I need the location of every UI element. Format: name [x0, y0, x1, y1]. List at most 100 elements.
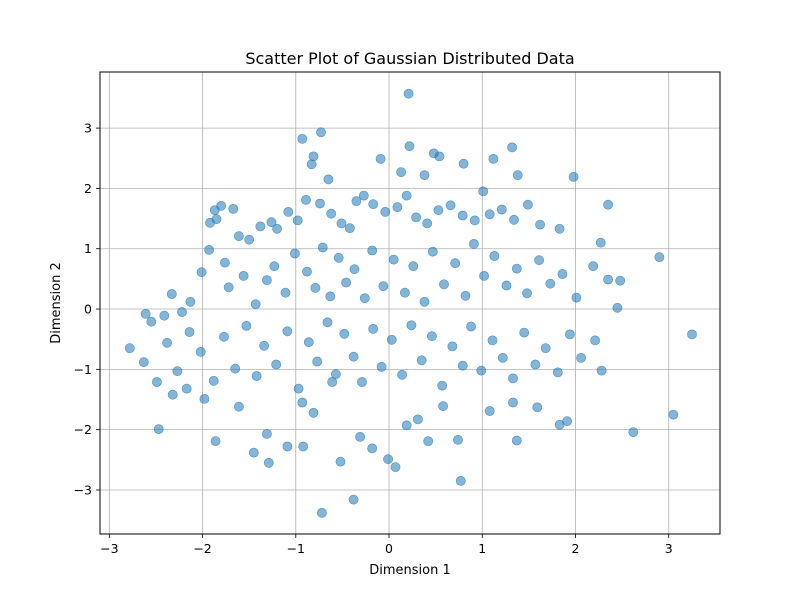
scatter-point [138, 357, 149, 367]
scatter-point [255, 221, 266, 232]
scatter-point [348, 494, 359, 505]
scatter-point [484, 406, 495, 416]
scatter-point [460, 290, 471, 301]
scatter-point [412, 414, 423, 425]
scatter-point [195, 346, 206, 357]
scatter-point [181, 383, 192, 394]
scatter-point [358, 190, 369, 201]
scatter-point [196, 267, 207, 278]
scatter-point [333, 252, 344, 263]
scatter-point [367, 245, 378, 256]
scatter-point [532, 402, 543, 413]
scatter-point [469, 215, 480, 226]
scatter-point [368, 199, 379, 209]
scatter-point [565, 329, 575, 340]
scatter-point [540, 343, 551, 354]
x-tick-label: 3 [665, 541, 673, 556]
scatter-point [422, 218, 433, 229]
scatter-point [668, 409, 679, 420]
scatter-point [392, 202, 403, 212]
scatter-point [388, 254, 399, 265]
scatter-point [512, 170, 523, 180]
scatter-point [261, 428, 272, 439]
scatter-point [167, 389, 178, 400]
scatter-point [376, 361, 387, 372]
scatter-point [327, 377, 338, 387]
scatter-point [434, 151, 445, 162]
scatter-point [511, 263, 522, 274]
scatter-point [522, 288, 532, 299]
scatter-point [336, 218, 347, 229]
scatter-point [219, 257, 230, 268]
scatter-point [487, 335, 498, 346]
scatter-point [466, 321, 476, 332]
scatter-point [317, 242, 328, 253]
scatter-point [375, 153, 386, 164]
scatter-point [230, 363, 241, 374]
grid-lines [100, 72, 720, 534]
scatter-point [339, 328, 350, 339]
scatter-point [508, 397, 518, 408]
scatter-point [283, 206, 294, 217]
scatter-point [159, 310, 170, 321]
scatter-point [223, 282, 234, 293]
scatter-point [233, 401, 244, 412]
scatter-point [433, 205, 444, 215]
scatter-point [172, 366, 183, 377]
scatter-point [348, 351, 359, 362]
scatter-point [310, 282, 321, 293]
scatter-point [554, 223, 565, 234]
plot-area-frame [99, 71, 721, 535]
scatter-point [383, 454, 393, 465]
scatter-point [297, 133, 308, 144]
scatter-point [280, 287, 291, 298]
scatter-point [151, 377, 162, 387]
scatter-point [238, 270, 249, 281]
x-tick-label: −3 [100, 541, 118, 556]
scatter-point [272, 223, 282, 234]
scatter-point [177, 307, 187, 317]
scatter-point [552, 367, 563, 378]
scatter-point [335, 456, 346, 467]
scatter-point [216, 200, 227, 211]
chart-title: Scatter Plot of Gaussian Distributed Dat… [245, 49, 574, 68]
scatter-point [534, 255, 544, 266]
scatter-point [306, 159, 317, 170]
scatter-point [488, 153, 499, 164]
scatter-point [439, 279, 449, 290]
scatter-point [367, 443, 378, 454]
scatter-point [184, 327, 195, 337]
scatter-point [316, 127, 326, 138]
scatter-point [250, 299, 261, 310]
scatter-point [419, 296, 430, 307]
scatter-point [403, 88, 414, 99]
scatter-point [596, 365, 607, 376]
scatter-point [140, 308, 151, 319]
y-tick-label: 0 [84, 302, 92, 317]
x-tick-label: 2 [572, 541, 580, 556]
scatter-point [628, 427, 639, 437]
scatter-point [298, 441, 309, 452]
scatter-point [457, 210, 468, 221]
scatter-point [426, 331, 437, 342]
scatter-point [576, 352, 586, 363]
scatter-point [241, 320, 252, 331]
scatter-point [390, 462, 401, 472]
scatter-point [603, 274, 613, 285]
scatter-point [453, 434, 463, 445]
scatter-point [438, 401, 448, 411]
scatter-point [308, 407, 319, 418]
scatter-point [326, 208, 337, 219]
scatter-point [261, 275, 272, 285]
scatter-point [523, 199, 533, 210]
scatter-point [293, 383, 304, 394]
scatter-point [325, 291, 336, 302]
scatter-point [419, 170, 430, 180]
scatter-point [562, 416, 572, 427]
scatter-point [303, 337, 314, 348]
scatter-point [359, 293, 370, 304]
scatter-point [355, 431, 365, 442]
y-tick-label: −2 [74, 422, 92, 437]
scatter-point [271, 359, 282, 370]
